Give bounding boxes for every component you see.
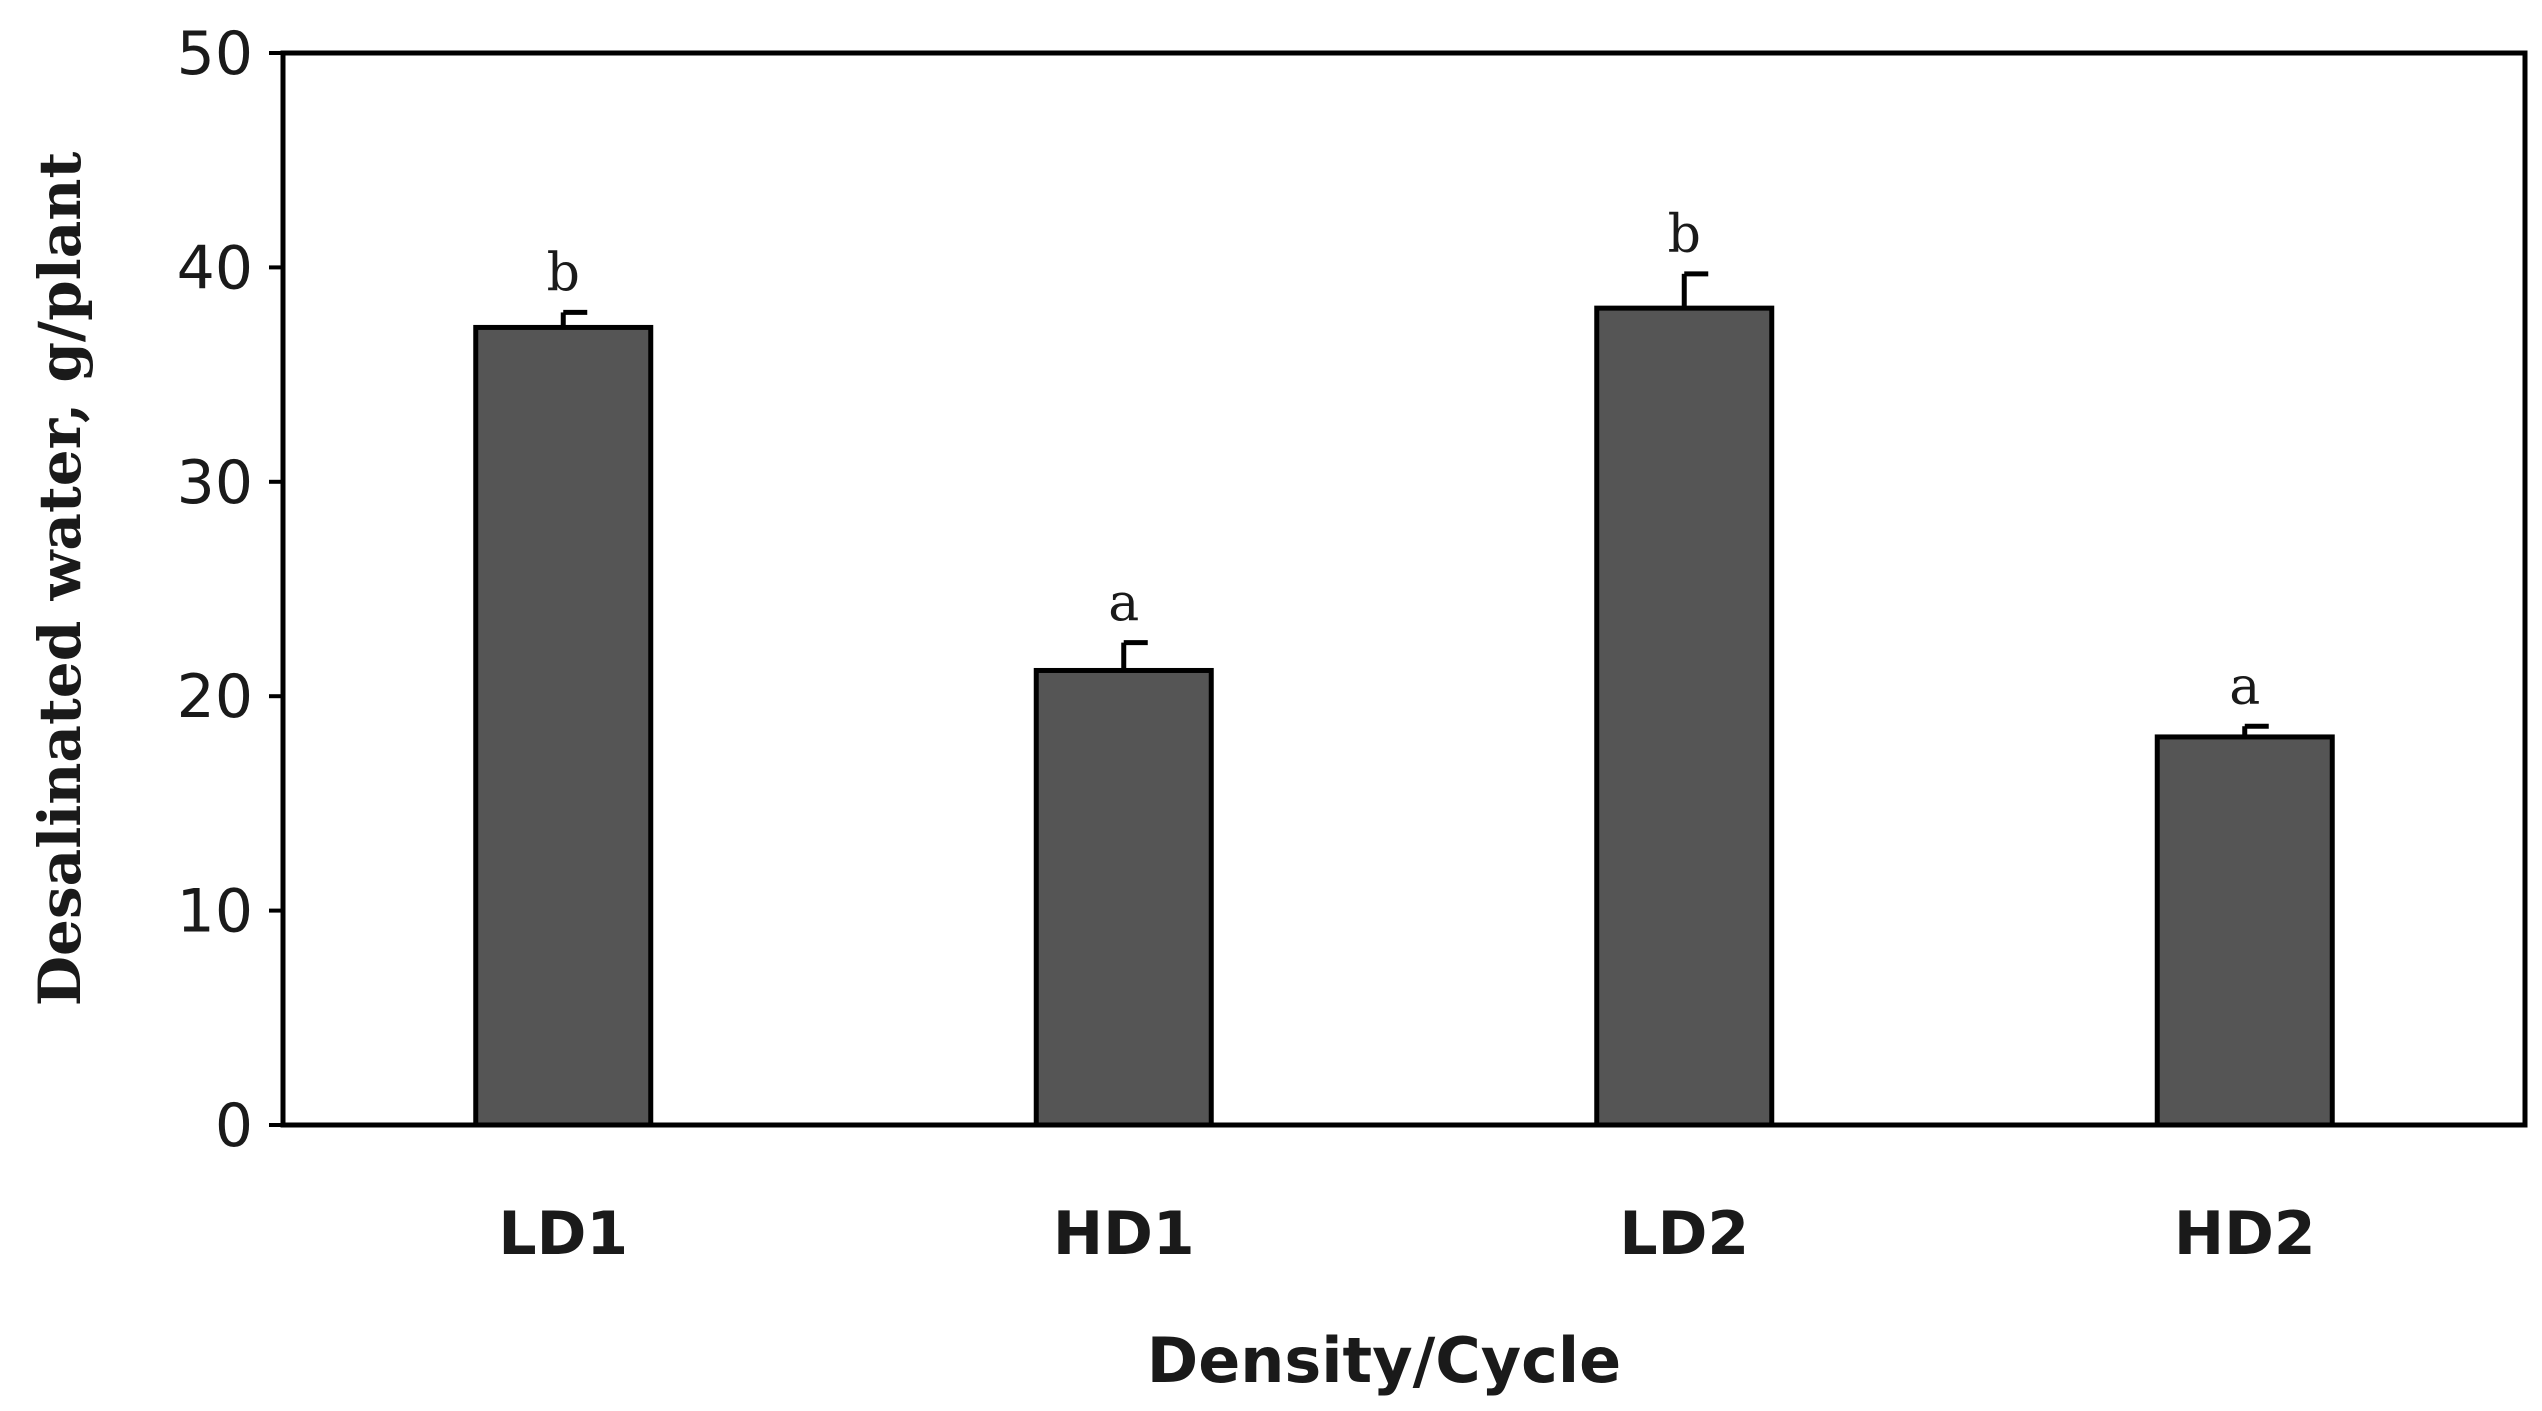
bar-hd1	[1033, 667, 1214, 1128]
y-tick-label: 20	[177, 662, 253, 732]
y-tick-label: 10	[177, 877, 253, 947]
category-label-ld1: LD1	[498, 1199, 628, 1269]
significance-label-hd1: a	[1108, 574, 1139, 634]
significance-label-hd2: a	[2229, 657, 2260, 717]
y-tick-label: 50	[177, 19, 253, 89]
bar-ld2	[1594, 305, 1775, 1128]
plot-frame	[280, 50, 2528, 1128]
category-label-hd1: HD1	[1053, 1199, 1195, 1269]
x-axis-title: Density/Cycle	[1147, 1324, 1621, 1397]
category-label-hd2: HD2	[2174, 1199, 2316, 1269]
y-tick-label: 30	[177, 448, 253, 518]
x-axis-categories: LD1 HD1 LD2 HD2	[498, 1199, 2315, 1269]
bar-ld1	[473, 324, 654, 1128]
significance-label-ld2: b	[1668, 205, 1701, 265]
significance-label-ld1: b	[547, 243, 580, 303]
category-label-ld2: LD2	[1619, 1199, 1749, 1269]
y-tick-label: 0	[215, 1091, 253, 1161]
bar-hd2	[2154, 734, 2335, 1128]
bars: b a b a	[473, 205, 2335, 1128]
y-axis-ticks: 0 10 20 30 40 50	[177, 19, 283, 1161]
y-tick-label: 40	[177, 233, 253, 303]
y-axis-title: Desalinated water, g/plant	[26, 152, 94, 1007]
